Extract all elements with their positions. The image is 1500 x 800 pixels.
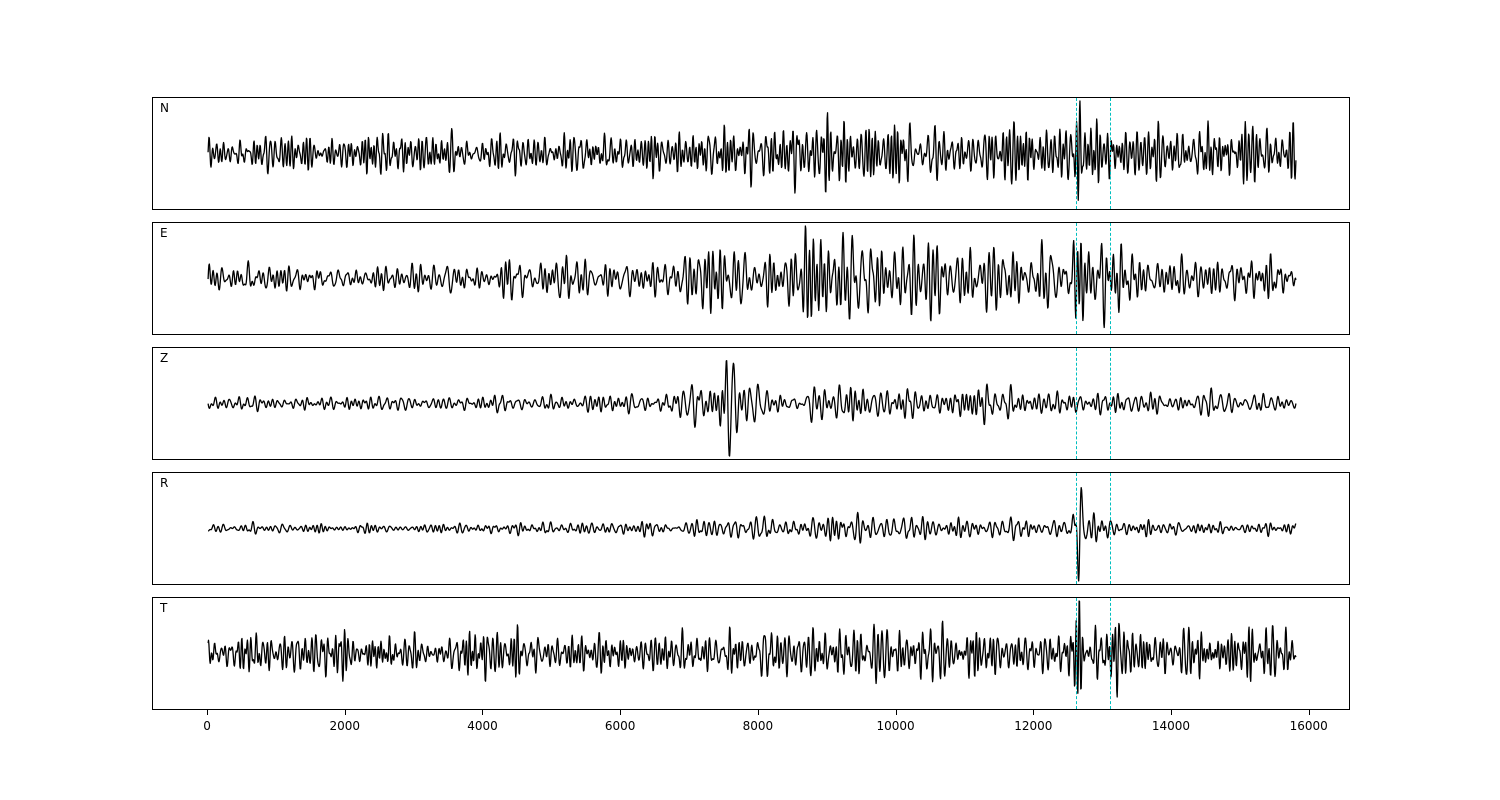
pick-line-end: [1110, 223, 1112, 334]
x-tick-label: 12000: [1014, 719, 1053, 733]
pick-line-end: [1110, 473, 1112, 584]
channel-label: Z: [160, 351, 169, 365]
pick-line-start: [1075, 348, 1077, 459]
seismogram-panel-R: R: [152, 472, 1351, 585]
channel-label: T: [160, 601, 168, 615]
x-tick-label: 0: [203, 719, 211, 733]
pick-line-end: [1110, 98, 1112, 209]
x-axis: 0 2000 4000 6000 8000 10000 12000 14000 16000: [152, 710, 1350, 746]
seismogram-panel-N: N: [152, 97, 1351, 210]
seismogram-panel-Z: Z: [152, 347, 1351, 460]
waveform-trace: [153, 473, 1351, 584]
pick-line-end: [1110, 598, 1112, 709]
channel-label: E: [160, 226, 168, 240]
x-tick-mark: [757, 710, 759, 715]
waveform-trace: [153, 348, 1351, 459]
x-tick-label: 4000: [467, 719, 498, 733]
pick-line-end: [1110, 348, 1112, 459]
waveform-trace: [153, 98, 1351, 209]
channel-label: N: [160, 101, 169, 115]
x-tick-mark: [895, 710, 897, 715]
pick-line-start: [1075, 598, 1077, 709]
waveform-trace: [153, 598, 1351, 709]
x-tick-label: 6000: [604, 719, 636, 733]
x-tick-label: 2000: [329, 719, 361, 733]
x-tick-label: 8000: [742, 719, 774, 733]
x-tick-mark: [1170, 710, 1172, 715]
panels-stack: N E Z R T: [152, 97, 1351, 710]
x-tick-label: 16000: [1289, 719, 1328, 733]
seismogram-panel-T: T: [152, 597, 1351, 710]
waveform-trace: [153, 223, 1351, 334]
x-tick-mark: [620, 710, 622, 715]
channel-label: R: [160, 476, 169, 490]
x-tick-mark: [482, 710, 484, 715]
pick-line-start: [1075, 473, 1077, 584]
seismogram-panel-E: E: [152, 222, 1351, 335]
x-tick-mark: [1033, 710, 1035, 715]
pick-line-start: [1075, 223, 1077, 334]
x-tick-mark: [207, 710, 209, 715]
x-tick-mark: [344, 710, 346, 715]
x-tick-label: 14000: [1151, 719, 1191, 733]
x-tick-mark: [1308, 710, 1310, 715]
x-tick-label: 10000: [876, 719, 915, 733]
pick-line-start: [1075, 98, 1077, 209]
